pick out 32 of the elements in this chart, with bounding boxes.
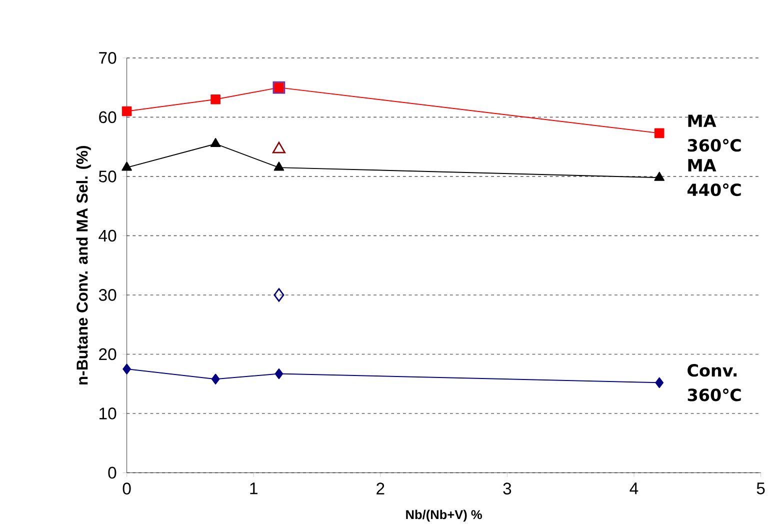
point (210, 94, 220, 104)
series-label: MA 440℃ (687, 159, 741, 196)
x-tick-label: 1 (250, 482, 258, 494)
point (122, 106, 132, 116)
point (654, 128, 664, 138)
point (210, 138, 221, 147)
point (211, 374, 220, 384)
point (274, 368, 284, 380)
x-tick-label: 0 (122, 482, 131, 494)
point (274, 162, 284, 171)
y-tick-label: 60 (99, 111, 116, 123)
x-tick-label: 2 (376, 482, 384, 494)
y-tick-label: 50 (98, 170, 116, 182)
series-label: Conv. 360℃ (688, 364, 741, 402)
y-tick-label: 70 (99, 52, 116, 64)
point (654, 172, 665, 181)
point (122, 364, 131, 374)
x-tick-label: 5 (756, 482, 765, 494)
x-axis-title: Nb/(Nb+V) % (406, 510, 482, 522)
point (274, 288, 284, 302)
point (122, 162, 132, 171)
series-label: MA 360℃ (688, 114, 741, 152)
x-tick-label: 4 (630, 482, 638, 494)
y-tick-label: 0 (108, 466, 116, 479)
y-tick-label: 20 (99, 348, 116, 360)
y-tick-label: 10 (100, 407, 116, 420)
y-tick-label: 40 (98, 230, 116, 242)
x-tick-label: 3 (503, 482, 512, 494)
y-axis-title: n-Butane Conv. and MA Sel. (%) (76, 146, 91, 384)
point (655, 377, 664, 388)
y-tick-label: 30 (98, 288, 116, 301)
point (272, 142, 286, 154)
